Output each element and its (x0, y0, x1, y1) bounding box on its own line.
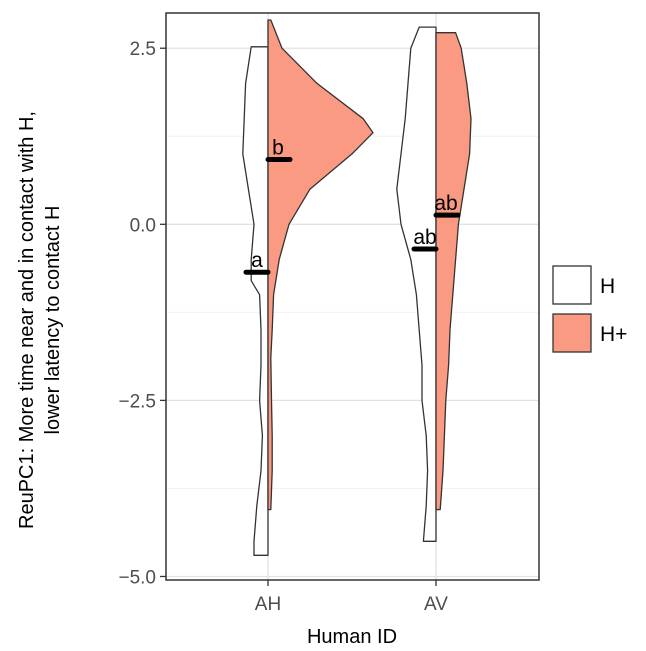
y-tick-label: −2.5 (118, 391, 156, 412)
axes: 2.5 0.0 −2.5 −5.0 AH AV (118, 39, 448, 615)
y-tick-label: 2.5 (130, 39, 156, 60)
violin-Hplus-AH (267, 19, 374, 511)
gridlines (166, 13, 539, 580)
violin-H-AV (396, 26, 437, 542)
significance-label: a (251, 249, 263, 272)
significance-label: b (272, 137, 284, 160)
legend: H H+ (552, 265, 627, 353)
violin-H-AH (242, 46, 269, 556)
significance-label: ab (434, 192, 457, 215)
mean-markers: a ab b ab (243, 137, 461, 275)
significance-label: ab (413, 226, 436, 249)
legend-label-H: H (600, 275, 615, 298)
y-axis-title: ReuPC1: More time near and in contact wi… (16, 111, 64, 529)
y-axis-title-line-1: ReuPC1: More time near and in contact wi… (16, 111, 38, 529)
legend-label-Hplus: H+ (600, 323, 627, 346)
violin-Hplus-AV (435, 32, 472, 511)
y-axis-title-line-2: lower latency to contact H (42, 206, 64, 435)
y-tick-label: 0.0 (130, 215, 156, 236)
y-tick-label: −5.0 (118, 567, 156, 588)
x-tick-label: AV (424, 594, 448, 615)
legend-key-H (552, 265, 592, 305)
panel-border (165, 12, 540, 581)
x-tick-label: AH (255, 594, 281, 615)
legend-key-Hplus (552, 313, 592, 353)
x-axis-title: Human ID (307, 626, 397, 648)
violins (242, 19, 472, 556)
